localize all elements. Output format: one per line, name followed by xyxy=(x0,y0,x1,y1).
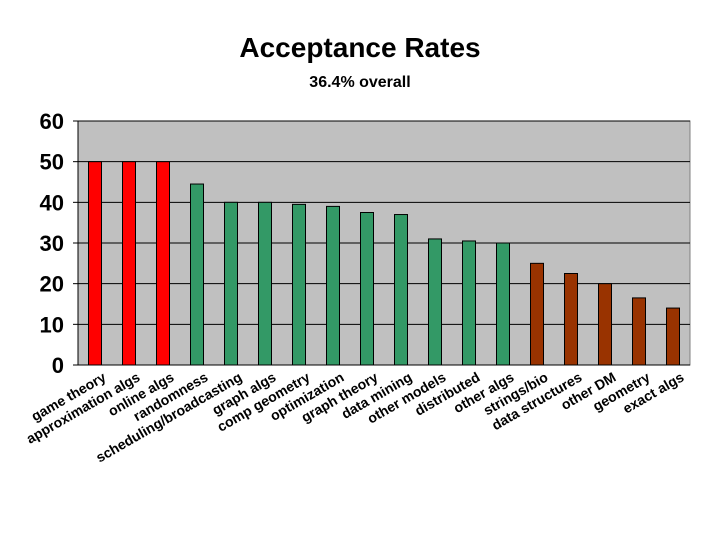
bar xyxy=(224,201,238,366)
bar xyxy=(530,262,544,366)
bar xyxy=(292,203,306,366)
bar xyxy=(496,242,510,366)
y-tick-label: 40 xyxy=(40,190,64,215)
y-tick-label: 50 xyxy=(40,150,64,175)
y-tick-label: 10 xyxy=(40,312,64,337)
chart-subtitle: 36.4% overall xyxy=(309,74,411,91)
y-tick-label: 0 xyxy=(52,353,64,378)
bar xyxy=(88,161,102,366)
bar xyxy=(564,273,578,366)
bar xyxy=(598,283,612,366)
bar xyxy=(156,161,170,366)
bar xyxy=(462,240,476,366)
bar xyxy=(190,183,204,366)
bar xyxy=(326,205,340,366)
y-tick-label: 30 xyxy=(40,231,64,256)
chart-title: Acceptance Rates xyxy=(239,32,481,63)
bar xyxy=(394,214,408,366)
y-tick-label: 60 xyxy=(40,109,64,134)
bar xyxy=(632,297,646,366)
bar xyxy=(258,201,272,366)
bar xyxy=(122,161,136,366)
bar xyxy=(666,307,680,366)
bar xyxy=(428,238,442,366)
bar xyxy=(360,212,374,366)
y-tick-label: 20 xyxy=(40,272,64,297)
